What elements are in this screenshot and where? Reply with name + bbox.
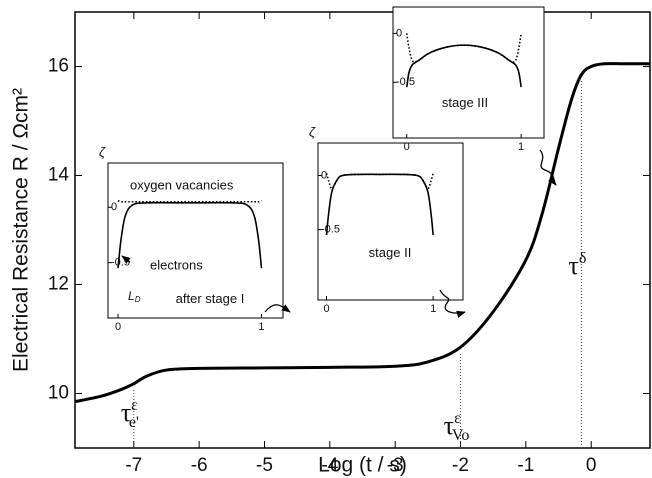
series-label: electrons [150,257,203,272]
data-line [405,33,522,63]
y-tick-label: 16 [48,56,69,77]
x-tick-label: -4 [321,455,338,476]
arrows [121,149,557,318]
annotation: LD [128,289,141,304]
inset: 0 1 0 -0.5 stage III [392,6,545,153]
annotation-text: stage III [442,95,488,110]
x-tick-label: 0 [586,455,597,476]
marker-symbol: τ [444,411,454,440]
annotation-sub: D [135,295,141,304]
data-line [117,201,263,269]
x-tick-label: 0 [404,141,410,153]
series-label: oxygen vacancies [130,177,234,192]
x-tick-label: 1 [518,141,524,153]
y-tick-label: 0 [396,27,402,39]
y-tick-label: -0.5 [321,224,340,236]
x-tick-label: -7 [125,455,142,476]
y-tick-label: 12 [48,274,69,295]
y-tick-label: -0.5 [111,257,130,269]
y-axis-label: ζ [309,124,316,139]
x-tick-label: 0 [115,321,121,333]
y-axis-label: ζ [99,144,106,159]
y-tick-label: -0.5 [396,76,415,88]
arrow [439,289,466,318]
plot-frame [392,6,545,139]
arrow [121,255,131,264]
inset: 0 1 0 -0.5 ζ electrons oxygen vacancies after s… [99,144,284,333]
plot-frame [317,142,464,301]
inset: 0 1 0 -0.5 ζ stage II [309,124,464,315]
x-tick-label: 1 [258,321,264,333]
marker-label: τε e' [121,397,139,431]
marker-sub: e' [129,414,139,431]
annotation-text: after stage I [176,291,245,306]
annotation-text: L [128,289,135,303]
x-tick-label: -2 [452,455,469,476]
y-tick-label: 0 [111,201,117,213]
marker-label: τε Vo [444,410,470,444]
x-tick-label: -3 [387,455,404,476]
data-line [74,62,650,404]
marker-label: τδ [568,250,586,280]
x-tick-label: -5 [256,455,273,476]
plot-frame [107,162,284,319]
arrow [264,304,291,313]
annotation: stage II [369,245,412,260]
marker-symbol: τ [121,398,131,427]
y-tick-label: 0 [321,169,327,181]
data-line [117,199,262,203]
data-line [325,173,434,190]
x-tick-label: 0 [323,303,329,315]
marker-sup: ε [131,397,138,414]
x-axis-label: Log (t / s) [318,454,407,477]
y-axis-label: Electrical Resistance R / Ωcm² [10,88,33,372]
x-tick-label: -6 [191,455,208,476]
annotation-text: stage II [369,245,412,260]
annotation: stage III [442,95,488,110]
annotation: after stage I [176,291,245,306]
arrow [539,149,557,186]
x-tick-label: -1 [517,455,534,476]
data-line [405,44,522,88]
y-tick-label: 10 [48,383,69,404]
y-tick-label: 14 [48,165,70,186]
marker-sub: Vo [452,427,470,444]
marker-symbol: τ [568,251,578,280]
marker-sup: ε [454,410,461,427]
x-tick-label: 1 [430,303,436,315]
marker-sup: δ [579,250,587,267]
